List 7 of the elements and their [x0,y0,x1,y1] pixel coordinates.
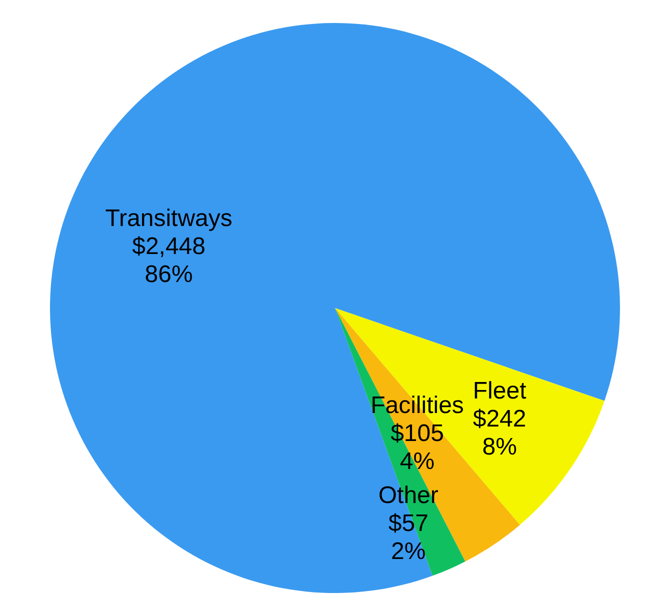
pie-slice [50,23,620,593]
pie-slice [335,308,466,576]
data-label: $242 8% [472,405,526,460]
slice-label: Transitways [105,204,232,232]
data-label: $2,448 86% [132,232,206,288]
slice-label: Other [378,482,438,509]
slice-label: Fleet [472,377,527,404]
